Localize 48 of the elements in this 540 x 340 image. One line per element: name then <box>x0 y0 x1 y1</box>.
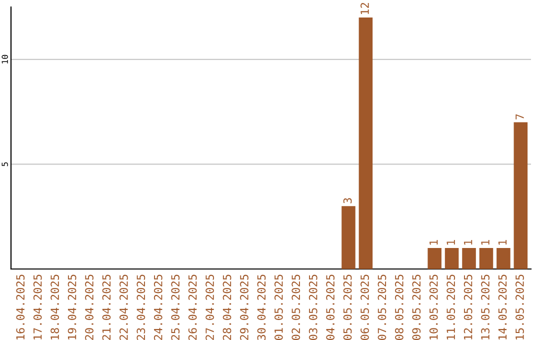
data-label: 12 <box>360 2 369 14</box>
data-label: 7 <box>516 114 524 120</box>
x-tick-label: 30.04.2025 <box>257 274 266 340</box>
x-tick-label: 15.05.2025 <box>516 274 524 340</box>
y-tick-label: 10 <box>2 54 8 64</box>
x-tick-label: 27.04.2025 <box>206 274 214 340</box>
x-tick-label: 22.04.2025 <box>119 274 128 340</box>
x-tick-label: 07.05.2025 <box>378 274 386 340</box>
x-tick-label: 17.04.2025 <box>33 274 42 340</box>
x-tick-label: 02.05.2025 <box>292 274 300 340</box>
x-tick-label: 16.04.2025 <box>16 274 25 340</box>
x-tick-label: 29.04.2025 <box>240 274 248 340</box>
data-label: 1 <box>498 240 507 245</box>
data-label: 1 <box>464 240 472 245</box>
data-label: 3 <box>343 198 352 204</box>
x-tick-label: 06.05.2025 <box>360 274 369 340</box>
x-tick-label: 09.05.2025 <box>412 274 421 340</box>
x-tick-label: 04.05.2025 <box>326 274 335 340</box>
x-tick-label: 20.04.2025 <box>85 274 94 340</box>
bar <box>496 248 510 269</box>
x-tick-label: 26.04.2025 <box>188 274 197 340</box>
x-tick-label: 23.04.2025 <box>136 274 146 340</box>
x-tick-label: 24.04.2025 <box>154 274 162 340</box>
x-tick-label: 21.04.2025 <box>102 274 111 340</box>
bar <box>444 248 459 269</box>
x-tick-label: 19.04.2025 <box>68 274 76 340</box>
x-tick-label: 03.05.2025 <box>308 274 318 340</box>
x-tick-label: 11.05.2025 <box>446 274 456 340</box>
data-label: 1 <box>430 240 438 245</box>
bar <box>514 122 528 269</box>
x-tick-label: 28.04.2025 <box>222 274 232 340</box>
x-tick-label: 05.05.2025 <box>343 274 352 340</box>
x-tick-label: 01.05.2025 <box>274 274 283 340</box>
bar <box>358 17 373 269</box>
data-label: 1 <box>446 240 455 245</box>
x-tick-label: 25.04.2025 <box>171 274 180 340</box>
x-tick-label: 10.05.2025 <box>429 274 438 340</box>
x-tick-label: 13.05.2025 <box>481 274 490 340</box>
x-tick-label: 18.04.2025 <box>50 274 60 340</box>
bar <box>479 248 494 269</box>
data-label: 1 <box>481 240 490 245</box>
x-tick-label: 14.05.2025 <box>498 274 507 340</box>
bar <box>342 206 356 269</box>
y-tick-label: 5 <box>2 162 8 166</box>
x-tick-label: 12.05.2025 <box>464 274 472 340</box>
x-tick-label: 08.05.2025 <box>394 274 404 340</box>
bar <box>428 248 442 269</box>
bar <box>462 248 476 269</box>
